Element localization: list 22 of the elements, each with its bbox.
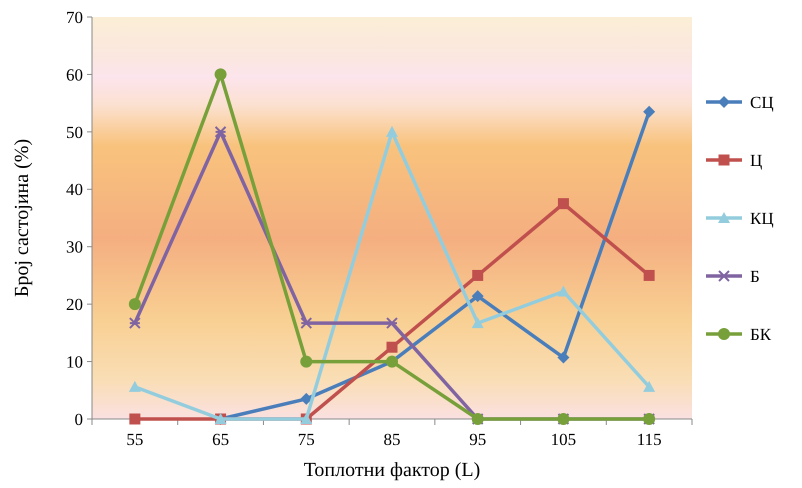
y-tick-label: 50: [66, 122, 83, 142]
x-tick-label: 55: [126, 430, 144, 449]
x-tick-label: 75: [298, 430, 315, 449]
legend-label: Ц: [750, 150, 762, 170]
x-tick-label: 85: [384, 430, 400, 449]
legend-label: СЦ: [750, 92, 774, 112]
y-tick-label: 10: [66, 352, 83, 372]
legend-label: Б: [750, 266, 760, 286]
y-axis-title: Број састојина (%): [11, 138, 33, 298]
x-tick-label: 65: [212, 430, 230, 449]
y-tick-label: 70: [66, 8, 83, 27]
x-tick-label: 115: [636, 430, 662, 449]
x-axis-title: Топлотни фактор (L): [304, 459, 480, 481]
x-tick-label: 105: [550, 430, 576, 449]
y-tick-label: 60: [66, 65, 83, 84]
legend-label: БК: [750, 324, 772, 344]
y-tick-label: 0: [74, 410, 83, 429]
x-tick-label: 95: [469, 430, 486, 449]
y-tick-label: 40: [66, 180, 83, 200]
legend-label: КЦ: [750, 208, 774, 228]
y-tick-label: 30: [66, 238, 83, 257]
y-tick-label: 20: [66, 295, 83, 314]
